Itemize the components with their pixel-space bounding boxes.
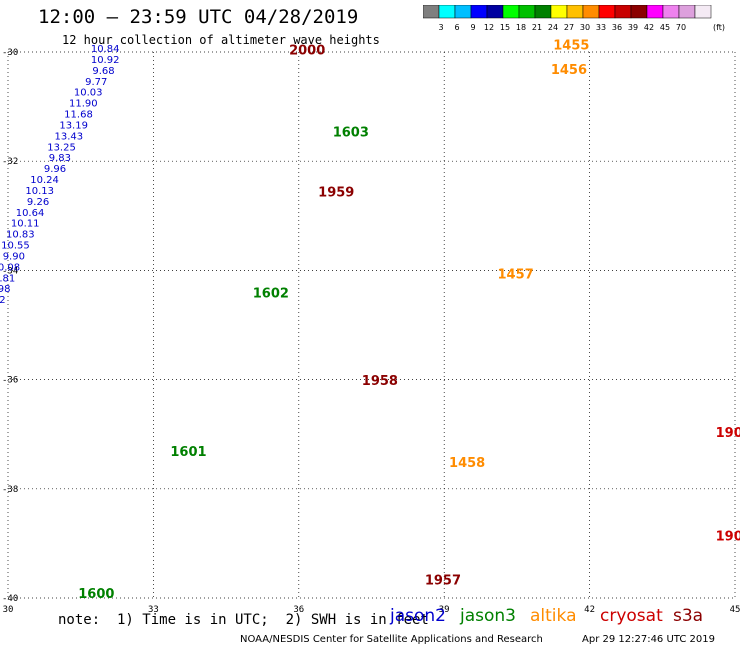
wave-height-value: 13.43 bbox=[54, 131, 83, 142]
legend-cryosat: cryosat bbox=[600, 606, 663, 626]
wave-height-value: 11.90 bbox=[69, 99, 98, 110]
footer-note: note: 1) Time is in UTC; 2) SWH is in fe… bbox=[58, 612, 429, 628]
pass-time-label: 1456 bbox=[551, 63, 587, 78]
color-scale-tick: 6 bbox=[454, 23, 459, 32]
pass-time-label: 1600 bbox=[78, 587, 114, 602]
x-tick-label: 33 bbox=[148, 605, 159, 615]
wave-height-value: 11.68 bbox=[64, 110, 93, 121]
color-scale-tick: 36 bbox=[612, 23, 622, 32]
credit-line: NOAA/NESDIS Center for Satellite Applica… bbox=[240, 634, 543, 645]
grid bbox=[7, 51, 736, 599]
color-scale-tick: 70 bbox=[676, 23, 686, 32]
color-scale-legend: 3 6 9 12 15 18 21 24 27 30 33 36 39 42 45 70 (ft) bbox=[423, 5, 725, 32]
y-tick-label: -36 bbox=[2, 376, 18, 386]
x-tick-label: 45 bbox=[730, 605, 740, 615]
color-scale-tick: 12 bbox=[484, 23, 494, 32]
pass-time-label: 1958 bbox=[362, 374, 398, 389]
wave-height-value: 10.13 bbox=[25, 186, 54, 197]
wave-height-value: 10.81 bbox=[0, 273, 15, 284]
pass-time-label: 1959 bbox=[318, 186, 354, 201]
pass-time-label: 1903 bbox=[716, 530, 740, 545]
y-tick-label: -32 bbox=[2, 157, 18, 167]
wave-height-value: 10.64 bbox=[16, 208, 45, 219]
wave-height-value: 9.90 bbox=[3, 251, 25, 262]
color-swatch bbox=[694, 5, 712, 19]
y-tick-label: -34 bbox=[2, 266, 18, 276]
legend-altika: altika bbox=[530, 606, 577, 626]
wave-height-value: 10.83 bbox=[6, 230, 35, 241]
color-scale-tick: 30 bbox=[580, 23, 590, 32]
wave-height-value: 10.55 bbox=[1, 241, 30, 252]
wave-height-value: 9.68 bbox=[92, 66, 114, 77]
page-subtitle: 12 hour collection of altimeter wave hei… bbox=[62, 33, 380, 47]
pass-time-label: 1957 bbox=[425, 573, 461, 588]
wave-height-value: 10.98 bbox=[0, 284, 10, 295]
y-tick-label: -40 bbox=[2, 594, 18, 604]
x-tick-label: 36 bbox=[293, 605, 304, 615]
wave-height-value: 10.84 bbox=[91, 44, 120, 55]
wave-height-value: 10.92 bbox=[91, 55, 120, 66]
y-tick-label: -30 bbox=[2, 48, 18, 58]
wave-height-value: 10.08 bbox=[0, 262, 20, 273]
color-scale-tick: 24 bbox=[548, 23, 558, 32]
legend-jason3: jason3 bbox=[460, 606, 516, 626]
legend-jason2: jason2 bbox=[390, 606, 446, 626]
color-scale-tick: 3 bbox=[438, 23, 443, 32]
color-scale-tick: 9 bbox=[470, 23, 475, 32]
wave-height-value: 13.25 bbox=[47, 142, 76, 153]
color-scale-tick: 42 bbox=[644, 23, 654, 32]
wave-height-value: 10.03 bbox=[74, 88, 103, 99]
wave-height-value: 13.19 bbox=[59, 120, 88, 131]
pass-time-label: 1457 bbox=[498, 268, 534, 283]
track-track-a: 10.8410.929.689.7710.0311.9011.6813.1913… bbox=[0, 44, 120, 317]
pass-time-label: 1903 bbox=[716, 426, 740, 441]
wave-height-value: 9.26 bbox=[27, 197, 49, 208]
color-scale-tick: 39 bbox=[628, 23, 638, 32]
color-scale-unit: (ft) bbox=[713, 23, 725, 32]
color-scale-tick: 33 bbox=[596, 23, 606, 32]
pass-time-label: 2000 bbox=[289, 44, 325, 59]
color-scale-tick: 21 bbox=[532, 23, 542, 32]
generated-timestamp: Apr 29 12:27:46 UTC 2019 bbox=[582, 634, 715, 645]
color-scale-tick: 18 bbox=[516, 23, 526, 32]
wave-height-value: 10.24 bbox=[30, 175, 59, 186]
x-tick-label: 30 bbox=[3, 605, 14, 615]
wave-height-value: 9.96 bbox=[44, 164, 66, 175]
color-scale-tick: 45 bbox=[660, 23, 670, 32]
x-tick-label: 42 bbox=[584, 605, 595, 615]
pass-time-label: 1603 bbox=[333, 126, 369, 141]
wave-height-value: 10.72 bbox=[0, 306, 1, 317]
y-tick-label: -38 bbox=[2, 485, 18, 495]
pass-time-label: 1601 bbox=[170, 445, 206, 460]
page-title: 12:00 – 23:59 UTC 04/28/2019 bbox=[38, 6, 359, 28]
pass-time-label: 1458 bbox=[449, 456, 485, 471]
wave-height-value: 9.22 bbox=[0, 295, 6, 306]
legend-s3a: s3a bbox=[673, 606, 704, 626]
x-tick-label: 39 bbox=[439, 605, 450, 615]
wave-height-value: 10.11 bbox=[11, 219, 40, 230]
wave-height-value: 9.77 bbox=[85, 77, 107, 88]
wave-height-value: 9.83 bbox=[49, 153, 71, 164]
color-scale-tick: 15 bbox=[500, 23, 510, 32]
pass-time-label: 1455 bbox=[553, 38, 589, 53]
color-scale-tick: 27 bbox=[564, 23, 574, 32]
pass-time-label: 1602 bbox=[253, 287, 289, 302]
